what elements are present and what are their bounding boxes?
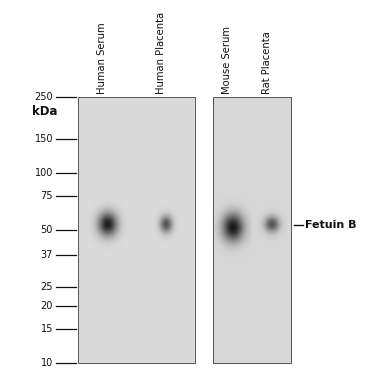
Text: 150: 150	[34, 134, 53, 144]
Text: 100: 100	[34, 168, 53, 178]
Text: 250: 250	[34, 92, 53, 102]
Text: Human Serum: Human Serum	[97, 22, 107, 94]
Text: Human Placenta: Human Placenta	[156, 12, 166, 94]
Text: 50: 50	[40, 225, 53, 235]
Text: kDa: kDa	[32, 105, 57, 118]
Text: Fetuin B: Fetuin B	[305, 220, 357, 230]
Text: 25: 25	[40, 282, 53, 292]
Bar	[213, 97, 291, 363]
Text: 10: 10	[41, 358, 53, 368]
Text: 20: 20	[40, 301, 53, 311]
Text: 15: 15	[40, 324, 53, 334]
Text: 75: 75	[40, 192, 53, 201]
Bar	[78, 97, 195, 363]
Text: Rat Placenta: Rat Placenta	[261, 31, 272, 94]
Text: Mouse Serum: Mouse Serum	[222, 26, 232, 94]
Text: 37: 37	[40, 250, 53, 260]
